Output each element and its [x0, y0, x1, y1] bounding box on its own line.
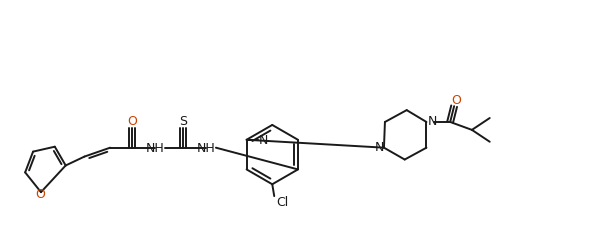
Text: O: O — [127, 115, 137, 128]
Text: N: N — [259, 134, 268, 147]
Text: NH: NH — [145, 142, 164, 155]
Text: O: O — [35, 188, 45, 201]
Text: Cl: Cl — [276, 196, 288, 209]
Text: O: O — [451, 94, 461, 107]
Text: NH: NH — [197, 142, 216, 155]
Text: S: S — [179, 115, 187, 128]
Text: N: N — [428, 115, 437, 128]
Text: N: N — [375, 141, 383, 154]
